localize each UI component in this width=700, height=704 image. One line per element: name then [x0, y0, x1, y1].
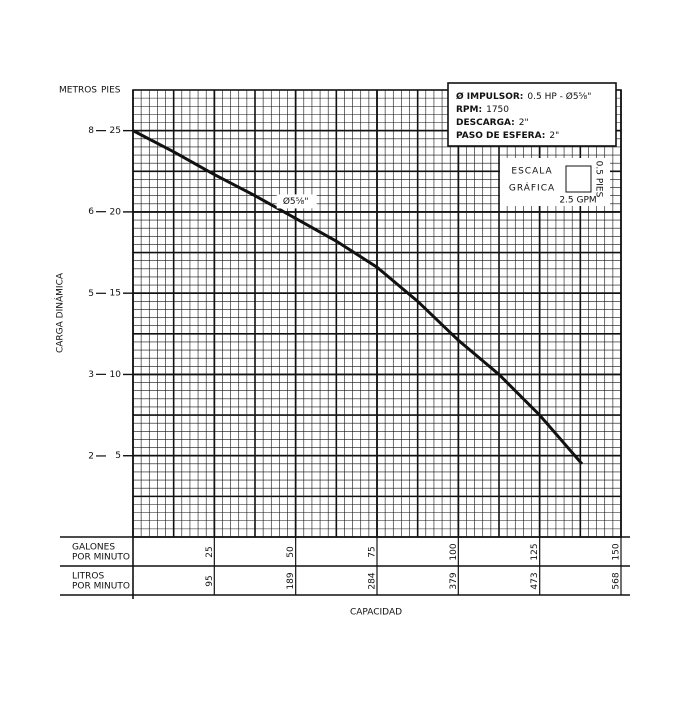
info-line: PASO DE ESFERA: 2" — [456, 131, 559, 141]
info-key: RPM: — [456, 105, 482, 115]
info-box — [447, 82, 617, 147]
x-tick-label: 100 — [449, 543, 459, 560]
scale-height: 0.5 PIES — [594, 161, 604, 198]
curve-label-bg — [276, 194, 317, 209]
y-tick-label: 25 — [110, 126, 121, 136]
info-value: 2" — [519, 118, 529, 128]
info-value: 1750 — [486, 105, 509, 115]
y-label-right: PIES — [101, 86, 121, 96]
x-tick-label: 75 — [368, 546, 378, 557]
x-row2-label: POR MINUTO — [72, 582, 130, 592]
x-row2-label: LITROS — [72, 572, 105, 582]
x-tick-label: 150 — [612, 543, 622, 560]
y-tick-label: 15 — [110, 289, 121, 299]
y-tick-label: 20 — [110, 207, 122, 217]
info-line: DESCARGA: 2" — [456, 118, 529, 128]
y2-tick-label: 3 — [88, 370, 94, 380]
y2-tick-label: 5 — [88, 289, 94, 299]
scale-square — [565, 165, 592, 193]
y-axis-title: CARGA DINÁMICA — [54, 272, 66, 353]
info-key: DESCARGA: — [456, 118, 515, 128]
scale-line1: ESCALA — [511, 167, 552, 177]
info-value: 2" — [549, 131, 559, 141]
x-axis-title: CAPACIDAD — [350, 608, 402, 618]
x2-tick-label: 284 — [368, 572, 378, 589]
x2-tick-label: 189 — [286, 572, 296, 589]
info-value: 0.5 HP - Ø5⅝" — [527, 91, 591, 102]
x-row1-label: POR MINUTO — [72, 553, 130, 563]
info-line: Ø IMPULSOR: 0.5 HP - Ø5⅝" — [456, 91, 591, 102]
y-label-left: METROS — [59, 86, 97, 96]
x-tick-label: 25 — [205, 546, 215, 557]
scale-line2: GRÁFICA — [509, 182, 555, 194]
x2-tick-label: 379 — [449, 572, 459, 589]
x2-tick-label: 95 — [205, 575, 215, 586]
scale-width: 2.5 GPM — [559, 196, 596, 206]
x-tick-label: 125 — [530, 543, 540, 560]
x-tick-label: 50 — [286, 546, 296, 558]
scale-bg — [500, 158, 610, 206]
x2-tick-label: 473 — [530, 572, 540, 589]
y2-tick-label: 8 — [88, 126, 94, 136]
x-row1-label: GALONES — [72, 543, 115, 553]
curve — [132, 129, 584, 465]
info-key: Ø IMPULSOR: — [456, 91, 523, 102]
y-tick-label: 10 — [110, 370, 122, 380]
y2-tick-label: 6 — [88, 207, 94, 217]
y-tick-label: 5 — [115, 451, 121, 461]
x2-tick-label: 568 — [612, 572, 622, 589]
y2-tick-label: 2 — [88, 451, 94, 461]
info-line: RPM: 1750 — [456, 105, 509, 115]
curve-label: Ø5⅝" — [283, 196, 309, 207]
info-key: PASO DE ESFERA: — [456, 131, 545, 141]
